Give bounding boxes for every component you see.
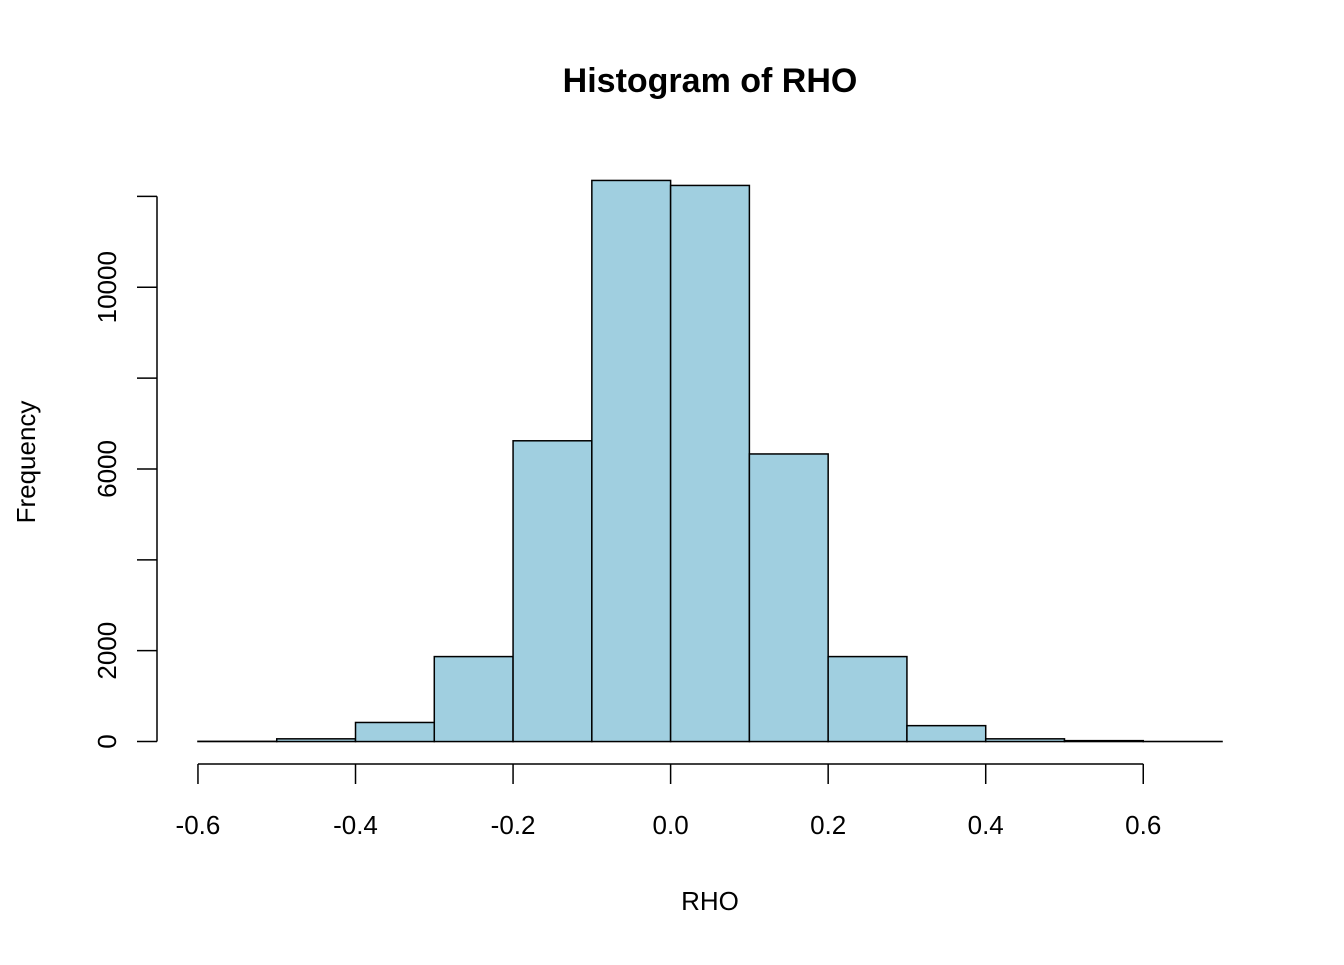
y-tick-label: 6000 [92, 440, 122, 498]
bar [434, 657, 513, 742]
x-tick-label: 0.2 [810, 810, 846, 840]
x-tick-label: 0.6 [1125, 810, 1161, 840]
bar [277, 739, 356, 742]
chart-title: Histogram of RHO [563, 62, 858, 100]
x-tick-label: 0.4 [968, 810, 1004, 840]
x-tick-label: -0.4 [333, 810, 378, 840]
bar [749, 454, 828, 742]
bar [986, 739, 1065, 742]
bar [592, 180, 671, 741]
bar [907, 726, 986, 742]
bar [356, 722, 435, 741]
bar [671, 185, 750, 741]
y-tick-label: 0 [92, 734, 122, 748]
x-tick-label: -0.6 [176, 810, 221, 840]
x-tick-label: -0.2 [491, 810, 536, 840]
x-axis-label: RHO [681, 886, 739, 916]
bar [513, 441, 592, 742]
x-tick-label: 0.0 [653, 810, 689, 840]
y-tick-label: 10000 [92, 251, 122, 323]
y-axis-label: Frequency [11, 401, 41, 524]
bar [828, 657, 907, 742]
y-tick-label: 2000 [92, 622, 122, 680]
bar [1064, 741, 1143, 742]
